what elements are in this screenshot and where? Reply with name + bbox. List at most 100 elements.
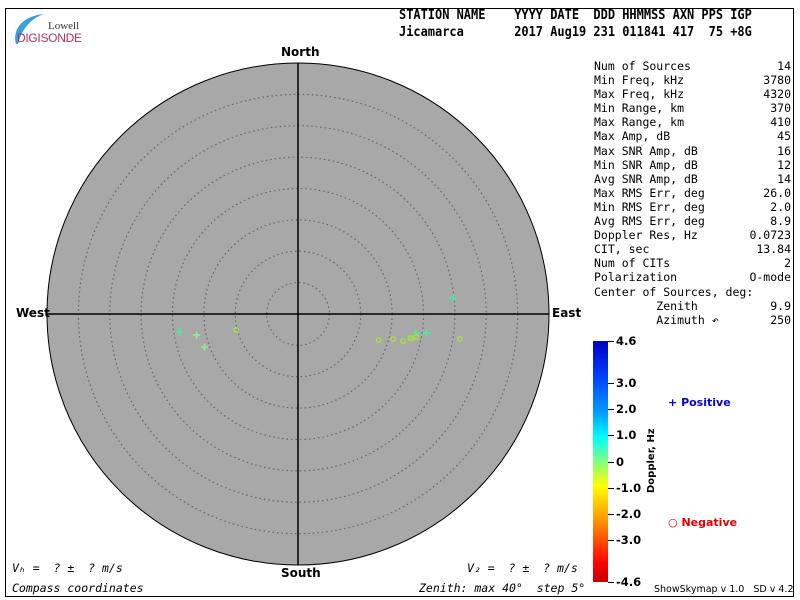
stat-value: 410 bbox=[770, 115, 791, 130]
stat-row: CIT, sec 13.84 bbox=[594, 242, 791, 256]
colorbar-tick-label: -4.6 bbox=[616, 575, 642, 589]
colorbar-tick-label: 1.0 bbox=[616, 428, 637, 443]
stat-row: Min Freq, kHz 3780 bbox=[594, 73, 791, 87]
stat-value: 2.0 bbox=[770, 199, 791, 214]
stat-value: 14 bbox=[777, 171, 791, 186]
stat-row: Avg RMS Err, deg 8.9 bbox=[594, 214, 791, 228]
stat-value: 0.0723 bbox=[749, 228, 791, 243]
header-labels: STATION NAME YYYY DATE DDD HHMMSS AXN PP… bbox=[399, 8, 752, 23]
colorbar-tick bbox=[608, 582, 614, 583]
compass-east: East bbox=[552, 306, 582, 320]
stat-label: Polarization bbox=[594, 270, 678, 285]
source-positive-point bbox=[201, 343, 209, 351]
statistics-panel: Num of Sources 14 Min Freq, kHz 3780 Max Fre… bbox=[594, 59, 791, 327]
plot-frame bbox=[5, 8, 794, 597]
doppler-colorbar bbox=[593, 341, 608, 582]
version-label: ShowSkymap v 1.0 SD v 4.2 bbox=[654, 584, 794, 595]
stat-value: 250 bbox=[770, 312, 791, 327]
logo-lowell-text: Lowell bbox=[48, 20, 80, 32]
stat-value: 8.9 bbox=[770, 214, 791, 229]
colorbar-tick bbox=[608, 382, 614, 384]
stat-label: Num of Sources bbox=[594, 59, 691, 73]
colorbar-tick-label: -3.0 bbox=[616, 533, 642, 548]
source-positive-point bbox=[193, 331, 201, 339]
stat-row: Min RMS Err, deg 2.0 bbox=[594, 200, 791, 214]
legend-negative-label: Negative bbox=[681, 516, 738, 529]
stat-value: 13.84 bbox=[756, 242, 791, 257]
source-positive-point bbox=[176, 328, 184, 336]
vh-readout: Vₕ = ? ± ? m/s bbox=[12, 561, 123, 575]
compass-south: South bbox=[281, 566, 321, 580]
compass-north: North bbox=[281, 45, 320, 59]
colorbar-tick-label: 3.0 bbox=[616, 375, 637, 390]
stat-label: Max RMS Err, deg bbox=[594, 185, 705, 200]
compass-west: West bbox=[16, 306, 50, 320]
colorbar-tick bbox=[608, 461, 614, 463]
source-negative-point bbox=[375, 337, 382, 344]
stat-value: 9.9 bbox=[770, 298, 791, 313]
colorbar-tick-label: -1.0 bbox=[616, 480, 642, 495]
source-negative-point bbox=[233, 327, 239, 333]
stat-value: 3780 bbox=[763, 73, 791, 88]
stat-label: Min Range, km bbox=[594, 101, 685, 116]
logo-digisonde-text: DIGISONDE bbox=[17, 31, 82, 45]
colorbar-tick-label: -2.0 bbox=[616, 506, 642, 521]
source-negative-point bbox=[413, 334, 420, 340]
stat-label: Doppler Res, Hz bbox=[594, 228, 698, 243]
stat-label: Max SNR Amp, dB bbox=[594, 143, 698, 158]
stat-label: Min RMS Err, deg bbox=[594, 199, 705, 214]
legend-positive-label: Positive bbox=[681, 396, 731, 409]
source-negative-point bbox=[456, 336, 463, 343]
source-negative-point bbox=[390, 336, 397, 342]
stat-label: Num of CITs bbox=[594, 256, 671, 271]
stat-label: Min Freq, kHz bbox=[594, 73, 685, 88]
stat-row: Max Amp, dB 45 bbox=[594, 129, 791, 143]
stat-value: 14 bbox=[777, 59, 791, 73]
stat-label: Max Amp, dB bbox=[594, 129, 671, 144]
circle-icon: ○ bbox=[668, 516, 678, 529]
stat-row: Min SNR Amp, dB 12 bbox=[594, 158, 791, 172]
stat-row: Num of Sources 14 bbox=[594, 59, 791, 73]
stat-value: 16 bbox=[777, 143, 791, 158]
source-positive-point bbox=[422, 329, 430, 337]
colorbar-title: Doppler, Hz bbox=[646, 428, 657, 493]
stat-label: Center of Sources, deg: bbox=[594, 284, 754, 299]
stat-label: Zenith bbox=[594, 298, 698, 313]
colorbar-tick bbox=[608, 435, 614, 437]
source-negative-point bbox=[407, 335, 414, 342]
stat-label: Avg SNR Amp, dB bbox=[594, 171, 698, 186]
coordinate-system-label: Compass coordinates bbox=[12, 581, 144, 595]
stat-label: Max Freq, kHz bbox=[594, 87, 685, 102]
stat-row: Max Freq, kHz 4320 bbox=[594, 87, 791, 101]
stat-row: Min Range, km 370 bbox=[594, 101, 791, 115]
source-negative-point bbox=[400, 338, 407, 344]
logo-swoosh-icon bbox=[15, 14, 44, 44]
header-values: Jicamarca 2017 Aug19 231 011841 417 75 +… bbox=[399, 25, 752, 40]
legend-negative: ○ Negative bbox=[668, 516, 737, 529]
colorbar-tick-label: 4.6 bbox=[616, 334, 637, 348]
stat-row: Polarization O-mode bbox=[594, 270, 791, 284]
stat-value: 4320 bbox=[763, 87, 791, 102]
stat-row: Max RMS Err, deg 26.0 bbox=[594, 186, 791, 200]
colorbar-tick bbox=[608, 341, 614, 342]
stat-label: Max Range, km bbox=[594, 115, 685, 130]
stat-value: O-mode bbox=[749, 270, 791, 285]
colorbar-tick-label: 2.0 bbox=[616, 402, 637, 417]
stat-row: Zenith 9.9 bbox=[594, 299, 791, 313]
colorbar-tick-label: 0 bbox=[616, 454, 625, 469]
stat-value: 45 bbox=[777, 129, 791, 144]
stat-value: 2 bbox=[784, 256, 791, 271]
stat-row: Max Range, km 410 bbox=[594, 115, 791, 129]
colorbar-tick bbox=[608, 409, 614, 411]
stat-label: Avg RMS Err, deg bbox=[594, 214, 705, 229]
stat-row: Num of CITs 2 bbox=[594, 256, 791, 270]
zenith-scale-label: Zenith: max 40° step 5° bbox=[419, 581, 586, 595]
colorbar-tick bbox=[608, 540, 614, 542]
stat-label: CIT, sec bbox=[594, 242, 650, 257]
stat-value: 26.0 bbox=[763, 185, 791, 200]
legend-positive: + Positive bbox=[668, 396, 731, 409]
colorbar-tick bbox=[608, 513, 614, 515]
colorbar-tick bbox=[608, 487, 614, 489]
vz-readout: V₂ = ? ± ? m/s bbox=[467, 561, 578, 575]
